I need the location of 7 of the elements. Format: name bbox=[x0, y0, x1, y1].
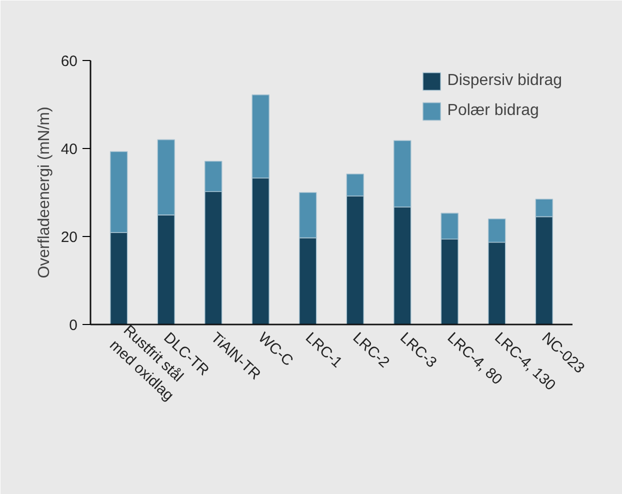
y-tick-label: 60 bbox=[60, 53, 78, 70]
y-tick-label: 0 bbox=[69, 317, 78, 334]
y-axis-title: Overfladeenergi (mN/m) bbox=[36, 106, 53, 278]
legend-label: Dispersiv bidrag bbox=[447, 72, 562, 90]
y-tick-label: 20 bbox=[60, 229, 78, 246]
y-tick-label: 40 bbox=[60, 141, 78, 158]
legend-label: Polær bidrag bbox=[447, 102, 539, 120]
